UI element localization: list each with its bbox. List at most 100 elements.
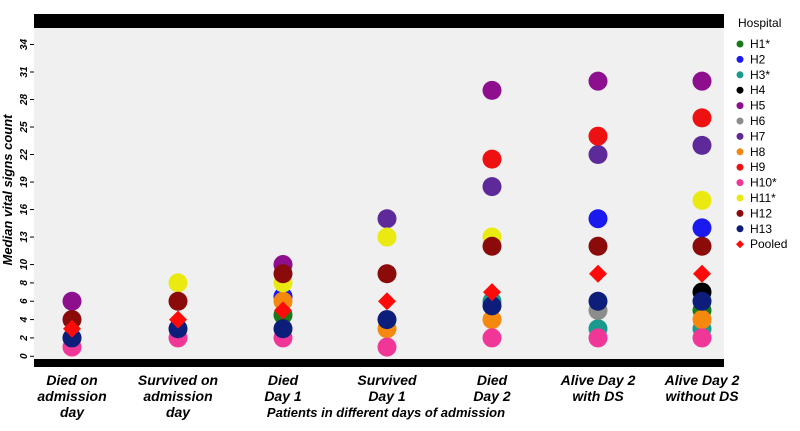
- y-tick-label: 6: [19, 298, 30, 304]
- y-axis-ticks: 0 2 4 6 8 10 13 16 19 22 25 28 31 34: [19, 39, 34, 359]
- x-tick-label: Day 1: [368, 388, 406, 404]
- y-tick-label: 0: [19, 353, 30, 359]
- point-h8: [482, 310, 502, 330]
- point-h11: [692, 190, 712, 210]
- point-h12: [62, 310, 82, 330]
- plot-background: [34, 14, 724, 367]
- x-tick-label: Survived on: [138, 372, 218, 388]
- point-pooled: [693, 264, 711, 283]
- legend-label-h5: H5: [750, 99, 766, 113]
- y-tick-label: 22: [19, 149, 30, 162]
- point-h9: [692, 108, 712, 128]
- point-h5: [62, 291, 82, 311]
- legend-marker-pooled: [736, 240, 744, 249]
- y-tick-label: 10: [19, 259, 30, 271]
- point-h12: [588, 236, 608, 256]
- point-h10: [377, 337, 397, 357]
- point-h5: [692, 71, 712, 91]
- point-pooled: [589, 264, 607, 283]
- legend-marker-h1: [736, 40, 744, 48]
- point-h9: [482, 149, 502, 169]
- point-h5: [482, 80, 502, 100]
- legend-label-h4: H4: [750, 83, 766, 97]
- x-tick-label: Survived: [357, 372, 417, 388]
- point-h8: [273, 291, 293, 311]
- point-pooled: [274, 301, 292, 320]
- y-tick-label: 25: [19, 121, 30, 134]
- x-axis-title: Patients in different days of admission: [267, 405, 505, 420]
- legend-label-h6: H6: [750, 114, 766, 128]
- point-h2: [588, 209, 608, 229]
- point-h12: [377, 264, 397, 284]
- y-tick-label: 8: [19, 280, 30, 286]
- legend-marker-h11: [736, 194, 744, 202]
- legend-label-h2: H2: [750, 52, 766, 66]
- x-tick-label: Alive Day 2: [664, 372, 740, 388]
- point-h10: [482, 328, 502, 348]
- data-points: [62, 71, 712, 357]
- x-tick-label: Day 2: [473, 388, 511, 404]
- x-tick-label: without DS: [665, 388, 739, 404]
- legend-marker-h9: [736, 163, 744, 171]
- legend-label-pooled: Pooled: [750, 237, 787, 251]
- point-h9: [588, 126, 608, 146]
- point-pooled: [169, 310, 187, 329]
- point-h13: [168, 319, 188, 339]
- point-pooled: [63, 319, 81, 338]
- y-tick-label: 13: [19, 231, 30, 243]
- point-h12: [168, 291, 188, 311]
- point-h13: [482, 296, 502, 316]
- point-h12: [692, 236, 712, 256]
- point-h8: [692, 310, 712, 330]
- y-tick-label: 19: [19, 176, 30, 188]
- x-tick-label: Died: [268, 372, 299, 388]
- point-h7: [482, 177, 502, 197]
- point-h13: [588, 291, 608, 311]
- point-h10: [588, 328, 608, 348]
- legend-marker-h12: [736, 209, 744, 217]
- legend-marker-h6: [736, 117, 744, 125]
- legend-marker-h13: [736, 225, 744, 233]
- plot-top-band: [34, 14, 724, 28]
- legend-label-h7: H7: [750, 129, 766, 143]
- point-h13: [273, 319, 293, 339]
- point-h11: [168, 273, 188, 293]
- legend-marker-h7: [736, 132, 744, 140]
- plot-bottom-band: [34, 359, 724, 367]
- y-tick-label: 4: [19, 316, 30, 323]
- legend-label-h3: H3*: [750, 68, 770, 82]
- legend-label-h10: H10*: [750, 176, 777, 190]
- point-h11: [377, 227, 397, 247]
- legend-marker-h2: [736, 55, 744, 63]
- legend-label-h9: H9: [750, 160, 766, 174]
- point-h2: [692, 218, 712, 238]
- point-h7: [588, 145, 608, 165]
- x-tick-label: Day 1: [264, 388, 302, 404]
- y-tick-label: 16: [19, 204, 30, 216]
- legend-label-h13: H13: [750, 222, 772, 236]
- point-h13: [692, 291, 712, 311]
- legend-marker-h4: [736, 86, 744, 94]
- point-h10: [692, 328, 712, 348]
- x-tick-label: with DS: [572, 388, 624, 404]
- legend-marker-h3: [736, 71, 744, 79]
- point-h12: [482, 236, 502, 256]
- point-h13: [62, 328, 82, 348]
- point-h5: [588, 71, 608, 91]
- point-h12: [273, 264, 293, 284]
- x-tick-label: Died on: [46, 372, 97, 388]
- x-tick-label: day: [166, 404, 191, 420]
- x-tick-label: Died: [477, 372, 508, 388]
- point-h7: [692, 135, 712, 155]
- point-h13: [377, 310, 397, 330]
- legend-marker-h10: [736, 179, 744, 187]
- legend-marker-h8: [736, 148, 744, 156]
- x-tick-label: admission: [37, 388, 106, 404]
- legend-label-h11: H11*: [750, 191, 776, 205]
- y-tick-label: 28: [19, 94, 30, 107]
- point-h7: [377, 209, 397, 229]
- x-tick-label: Alive Day 2: [560, 372, 636, 388]
- x-tick-label: day: [60, 404, 85, 420]
